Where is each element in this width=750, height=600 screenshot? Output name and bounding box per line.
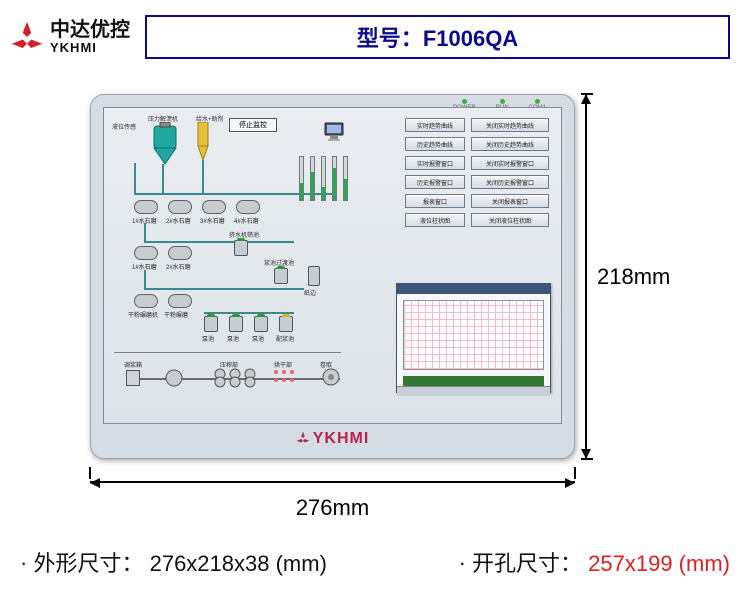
outer-size-value: 276x218x38 (mm) <box>150 551 327 576</box>
btn-close-rt-alarm[interactable]: 关闭实时报警窗口 <box>471 156 549 170</box>
drum-r2-2 <box>168 246 192 260</box>
hole-size-value: 257x199 (mm) <box>588 551 730 576</box>
brand-logo: 中达优控 YKHMI <box>10 19 130 55</box>
hmi-screen: 停止监控 液位传感 压力解溃机 给水+助剂 <box>103 107 562 424</box>
screen-pool-1 <box>234 240 248 256</box>
label-level-sensor: 液位传感 <box>112 122 136 131</box>
graph-axis <box>403 376 544 386</box>
dimension-width-label: 276mm <box>90 495 575 521</box>
hole-size-label: 开孔尺寸： <box>472 551 582 576</box>
dimension-height-label: 218mm <box>597 264 670 290</box>
btn-report[interactable]: 报表窗口 <box>405 194 465 208</box>
brand-name-en: YKHMI <box>50 41 130 55</box>
graph-titlebar <box>397 284 550 294</box>
trend-graph-window <box>396 283 551 393</box>
footer-dimensions: · 外形尺寸： 276x218x38 (mm) · 开孔尺寸： 257x199 … <box>20 546 730 578</box>
btn-close-hist-alarm[interactable]: 关闭历史报警窗口 <box>471 175 549 189</box>
device-brand-footer: YKHMI <box>91 430 574 450</box>
main-tank <box>150 122 180 171</box>
brand-name-cn: 中达优控 <box>50 19 130 41</box>
btn-close-report[interactable]: 关闭报表窗口 <box>471 194 549 208</box>
device-area: POWER RUN COM1 停止监控 液位传感 压力解溃机 给水+助剂 <box>90 94 650 521</box>
btn-close-hist-trend[interactable]: 关闭历史趋势曲线 <box>471 137 549 151</box>
drum-r2-1 <box>134 246 158 260</box>
btn-rt-trend[interactable]: 实时趋势曲线 <box>405 118 465 132</box>
control-buttons: 实时趋势曲线 历史趋势曲线 实时报警窗口 历史报警窗口 报表窗口 液位柱状图 关… <box>405 118 549 227</box>
graph-plot <box>403 300 544 370</box>
model-number: F1006QA <box>423 26 518 51</box>
btn-bar[interactable]: 液位柱状图 <box>405 213 465 227</box>
model-prefix: 型号： <box>357 26 423 51</box>
drum-1 <box>134 200 158 214</box>
btn-hist-alarm[interactable]: 历史报警窗口 <box>405 175 465 189</box>
roller-icon <box>164 368 184 388</box>
press-rollers <box>214 368 256 388</box>
level-bargraph <box>299 156 348 201</box>
btn-close-bar[interactable]: 关闭液位柱状图 <box>471 213 549 227</box>
btn-hist-trend[interactable]: 历史趋势曲线 <box>405 137 465 151</box>
btn-close-rt-trend[interactable]: 关闭实时趋势曲线 <box>471 118 549 132</box>
drum-4 <box>236 200 260 214</box>
outer-size-label: 外形尺寸： <box>33 551 143 576</box>
btn-rt-alarm[interactable]: 实时报警窗口 <box>405 156 465 170</box>
brand-logo-icon <box>10 20 44 54</box>
drum-r3-2 <box>168 294 192 308</box>
graph-toolbar <box>397 386 550 396</box>
drum-2 <box>168 200 192 214</box>
mixbox <box>126 370 140 386</box>
dryer-dots-icon <box>272 366 302 386</box>
header: 中达优控 YKHMI 型号：F1006QA <box>0 0 750 69</box>
reel-icon <box>322 368 340 386</box>
device-frame: POWER RUN COM1 停止监控 液位传感 压力解溃机 给水+助剂 <box>90 94 575 459</box>
dimension-width: 276mm <box>90 471 575 521</box>
drum-3 <box>202 200 226 214</box>
drum-r3-1 <box>134 294 158 308</box>
dimension-height: 218mm <box>585 94 670 459</box>
model-box: 型号：F1006QA <box>145 15 730 59</box>
stop-monitoring-button[interactable]: 停止监控 <box>229 118 277 132</box>
computer-icon <box>322 120 346 144</box>
